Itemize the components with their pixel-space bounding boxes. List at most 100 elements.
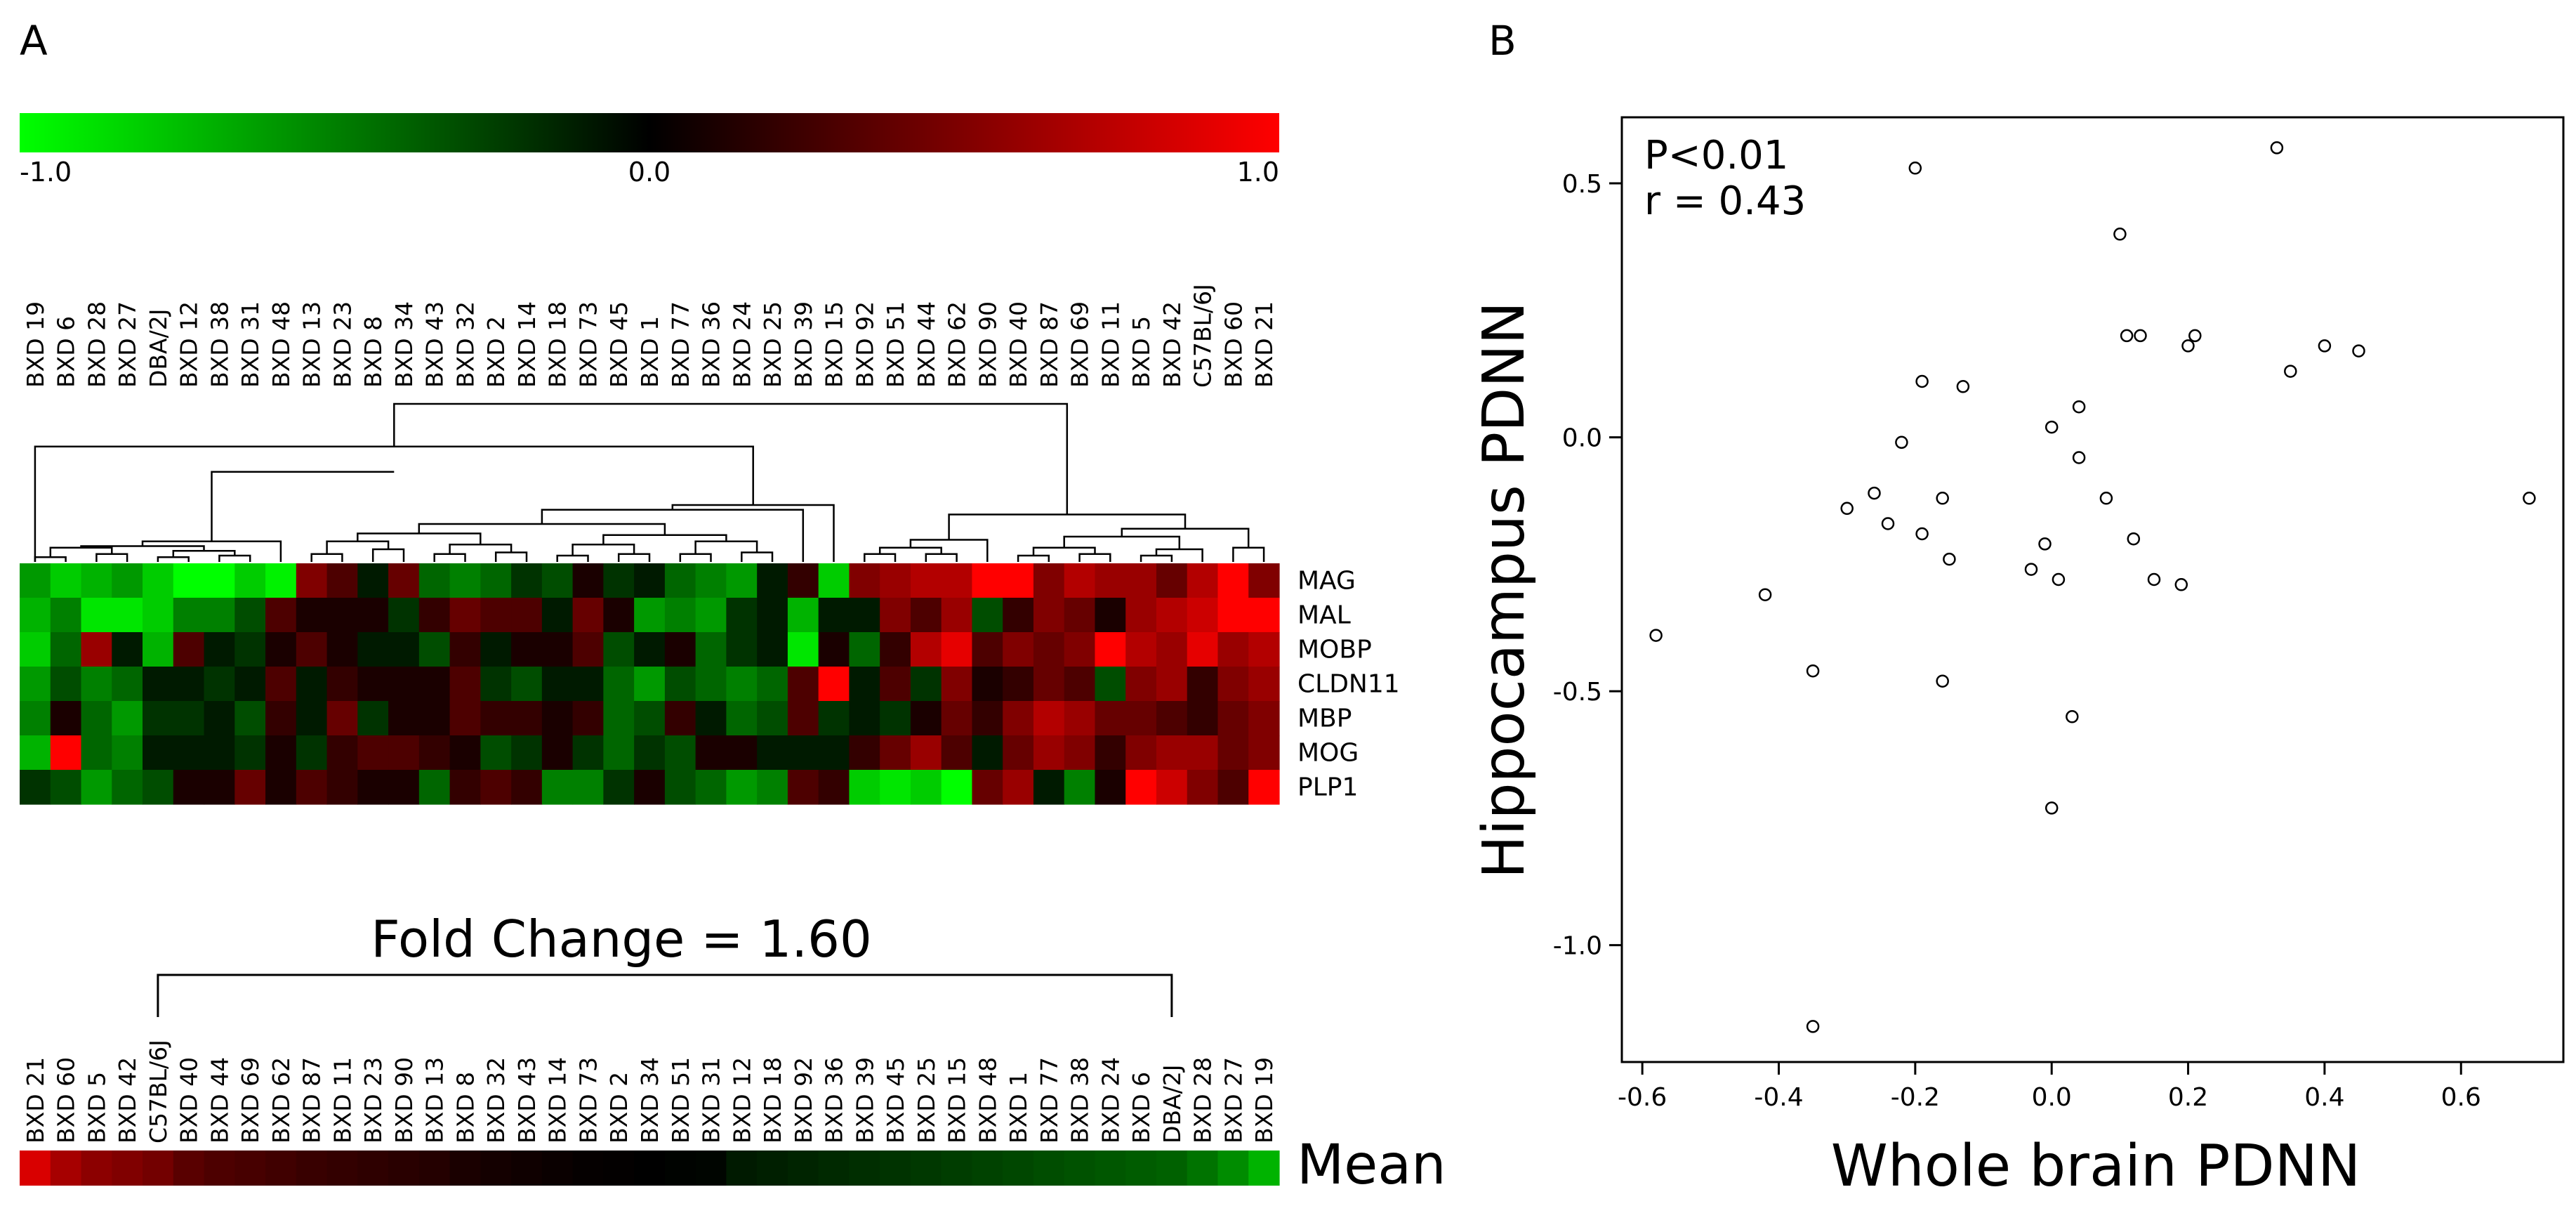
heatmap-cell: [1125, 563, 1157, 598]
strain-label: BXD 12: [176, 301, 203, 388]
scatter-point: [2045, 420, 2059, 434]
mean-cell: [143, 1151, 174, 1186]
heatmap-cell: [1003, 632, 1034, 667]
dendrogram-branch: [1017, 554, 1050, 562]
heatmap-cell: [757, 735, 788, 771]
heatmap-cell: [757, 701, 788, 736]
heatmap-cell: [603, 701, 635, 736]
mean-cell: [1187, 1151, 1219, 1186]
heatmap-cell: [541, 598, 574, 633]
scatter-point: [2188, 329, 2202, 343]
heatmap-cell: [849, 598, 880, 633]
heatmap-cell: [81, 632, 112, 667]
heatmap-cell: [1156, 770, 1188, 805]
scatter-point: [1868, 486, 1881, 500]
strain-label: BXD 34: [390, 301, 418, 388]
heatmap-cell: [326, 563, 358, 598]
heatmap-cell: [296, 632, 328, 667]
scatter-point: [2523, 492, 2536, 505]
mean-cell: [1217, 1151, 1249, 1186]
heatmap-cell: [296, 735, 328, 771]
heatmap-cell: [418, 632, 451, 667]
heatmap-cell: [20, 735, 51, 771]
heatmap-cell: [572, 701, 604, 736]
scatter-point: [2066, 710, 2079, 723]
heatmap-cell: [1248, 632, 1280, 667]
heatmap-cell: [326, 770, 358, 805]
heatmap-cell: [357, 770, 389, 805]
strain-label: BXD 38: [1066, 1057, 1094, 1143]
heatmap-cell: [204, 770, 235, 805]
dendrogram-branch: [1032, 546, 1096, 556]
heatmap-cell: [849, 735, 880, 771]
heatmap-cell: [1156, 701, 1188, 736]
bracket-line: [157, 974, 1173, 1017]
heatmap-cell: [265, 770, 297, 805]
strain-label: BXD 13: [421, 1057, 449, 1143]
strain-label: C57BL/6J: [1189, 284, 1217, 388]
strain-label: BXD 48: [974, 1057, 1001, 1143]
mean-cell: [480, 1151, 512, 1186]
heatmap-cell: [480, 563, 512, 598]
strain-label: BXD 39: [851, 1057, 878, 1143]
heatmap-cell: [480, 598, 512, 633]
strain-label: BXD 19: [22, 301, 49, 388]
heatmap-cell: [173, 598, 205, 633]
strain-label: BXD 15: [821, 301, 848, 388]
strain-label: BXD 24: [1097, 1057, 1124, 1143]
scatter-point: [2024, 563, 2038, 576]
mean-cell: [849, 1151, 880, 1186]
mean-cell: [265, 1151, 297, 1186]
dendrogram-branch: [617, 553, 651, 562]
heatmap-cell: [664, 701, 696, 736]
heatmap-cell: [603, 598, 635, 633]
strain-label: BXD 92: [790, 1057, 817, 1143]
heatmap-cell: [1095, 735, 1126, 771]
heatmap-cell: [910, 632, 942, 667]
strain-label: BXD 73: [575, 301, 602, 388]
heatmap-cell: [664, 770, 696, 805]
dendrogram-branch: [572, 544, 635, 556]
heatmap-cell: [112, 563, 143, 598]
strain-label: BXD 28: [1189, 1057, 1217, 1143]
dendrogram-branch: [556, 554, 589, 562]
gene-label: CLDN11: [1297, 670, 1400, 699]
heatmap-cell: [1064, 701, 1096, 736]
mean-cell: [388, 1151, 420, 1186]
strain-label: BXD 77: [1036, 1057, 1063, 1143]
heatmap-cell: [204, 667, 235, 702]
heatmap-cell: [1248, 735, 1280, 771]
scatter-point: [2181, 339, 2195, 353]
heatmap-cell: [787, 563, 819, 598]
heatmap-cell: [572, 632, 604, 667]
y-tick-label: -1.0: [1553, 932, 1602, 961]
heatmap-cell: [204, 701, 235, 736]
heatmap-cell: [480, 735, 512, 771]
strain-label: BXD 40: [1005, 301, 1032, 388]
heatmap-cell: [1095, 667, 1126, 702]
mean-cell: [81, 1151, 112, 1186]
strain-label: BXD 44: [206, 1057, 233, 1143]
heatmap-cell: [634, 667, 666, 702]
heatmap-cell: [20, 563, 51, 598]
heatmap-cell: [511, 632, 543, 667]
strain-label: BXD 73: [575, 1057, 602, 1143]
heatmap-cell: [910, 667, 942, 702]
strain-label: BXD 11: [1097, 301, 1124, 388]
scatter-point: [2120, 329, 2134, 343]
heatmap-cell: [173, 667, 205, 702]
mean-cell: [173, 1151, 205, 1186]
heatmap-cell: [388, 770, 420, 805]
x-tick-label: 0.6: [2441, 1083, 2481, 1112]
scatter-point: [2318, 339, 2332, 353]
dendrogram-branch: [49, 546, 113, 558]
heatmap-cell: [1217, 598, 1249, 633]
heatmap-cell: [1187, 701, 1219, 736]
heatmap-cell: [726, 667, 758, 702]
strain-label: BXD 6: [1128, 1072, 1155, 1143]
heatmap-cell: [50, 667, 82, 702]
heatmap-cell: [1095, 770, 1126, 805]
heatmap-cell: [818, 735, 850, 771]
heatmap-cell: [50, 632, 82, 667]
heatmap-cell: [235, 770, 266, 805]
